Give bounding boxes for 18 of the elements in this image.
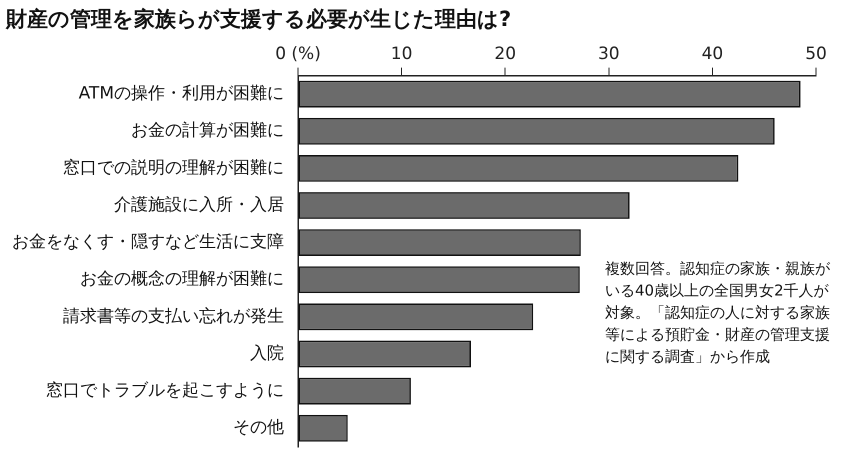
y-tick-label: 介護施設に入所・入居 <box>114 194 284 215</box>
chart-title: 財産の管理を家族らが支援する必要が生じた理由は? <box>5 7 512 32</box>
annotation: 複数回答。認知症の家族・親族がいる40歳以上の全国男女2千人が対象。「認知症の人に対する家族等による預貯金・財産の管理支援に関する調査」から作成 <box>605 259 831 366</box>
y-tick-label: 窓口でトラブルを起こすように <box>46 380 284 401</box>
y-tick-label: その他 <box>233 418 284 438</box>
y-tick-label: 窓口での説明の理解が困難に <box>63 158 284 178</box>
y-tick-label: 請求書等の支払い忘れが発生 <box>63 306 284 326</box>
x-tick-label: 40 <box>702 44 724 64</box>
x-tick-label: 20 <box>494 44 516 64</box>
y-tick-label: お金の概念の理解が困難に <box>80 269 284 290</box>
y-tick-label: 入院 <box>250 343 284 364</box>
y-tick-label: お金をなくす・隠すなど生活に支障 <box>12 232 284 252</box>
x-tick-label: 50 <box>805 44 827 64</box>
x-tick-label: 30 <box>598 44 620 64</box>
x-tick-label: 10 <box>390 44 412 64</box>
x-tick-label: 0 (%) <box>275 44 321 64</box>
y-tick-label: お金の計算が困難に <box>131 120 284 141</box>
y-tick-label: ATMの操作・利用が困難に <box>78 84 284 104</box>
